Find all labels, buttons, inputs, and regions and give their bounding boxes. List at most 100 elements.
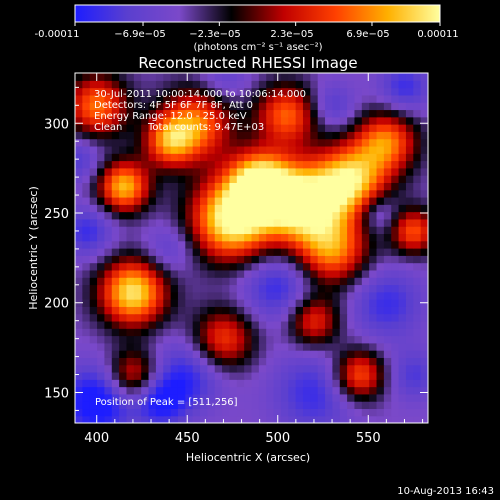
heatmap-cell: [361, 131, 370, 140]
heatmap-cell: [229, 240, 238, 249]
heatmap-cell: [207, 204, 216, 213]
heatmap-cell: [192, 393, 201, 402]
heatmap-cell: [420, 233, 428, 242]
heatmap-cell: [97, 291, 106, 300]
heatmap-cell: [82, 182, 91, 191]
heatmap-cell: [332, 313, 341, 322]
heatmap-cell: [185, 277, 194, 286]
heatmap-cell: [332, 328, 341, 337]
heatmap-cell: [317, 306, 326, 315]
heatmap-cell: [288, 379, 297, 388]
heatmap-cell: [302, 167, 311, 176]
heatmap-cell: [376, 102, 385, 111]
heatmap-cell: [89, 291, 98, 300]
heatmap-cell: [119, 255, 128, 264]
heatmap-cell: [192, 284, 201, 293]
heatmap-cell: [273, 226, 282, 235]
heatmap-cell: [244, 218, 253, 227]
heatmap-cell: [185, 145, 194, 154]
heatmap-cell: [244, 401, 253, 410]
heatmap-cell: [229, 109, 238, 118]
heatmap-cell: [170, 342, 179, 351]
heatmap-cell: [119, 145, 128, 154]
heatmap-cell: [413, 124, 422, 132]
heatmap-cell: [258, 124, 267, 132]
heatmap-cell: [104, 160, 113, 169]
heatmap-cell: [354, 415, 363, 423]
heatmap-cell: [317, 328, 326, 337]
heatmap-cell: [126, 211, 135, 220]
heatmap-cell: [104, 233, 113, 242]
heatmap-cell: [89, 167, 98, 176]
heatmap-cell: [229, 401, 238, 410]
heatmap-cell: [97, 102, 106, 111]
colorbar-unit-label: (photons cm⁻² s⁻¹ asec⁻²): [193, 42, 322, 53]
heatmap-cell: [325, 189, 333, 198]
heatmap-cell: [82, 102, 91, 111]
heatmap-cell: [295, 226, 304, 235]
heatmap-cell: [192, 182, 201, 191]
heatmap-cell: [236, 401, 245, 410]
heatmap-cell: [391, 320, 400, 329]
heatmap-cell: [141, 167, 150, 176]
heatmap-cell: [185, 371, 194, 380]
heatmap-cell: [273, 284, 282, 293]
heatmap-cell: [236, 277, 245, 286]
heatmap-cell: [148, 364, 157, 373]
heatmap-cell: [332, 138, 341, 147]
heatmap-cell: [266, 269, 275, 278]
heatmap-cell: [369, 211, 378, 220]
heatmap-cell: [369, 320, 378, 329]
heatmap-cell: [148, 131, 157, 140]
heatmap-cell: [207, 153, 216, 162]
heatmap-cell: [391, 138, 400, 147]
heatmap-cell: [133, 284, 142, 293]
heatmap-cell: [317, 386, 326, 395]
heatmap-cell: [354, 240, 363, 249]
heatmap-cell: [325, 211, 333, 220]
heatmap-cell: [119, 131, 128, 140]
heatmap-cell: [280, 109, 289, 118]
heatmap-cell: [111, 415, 120, 423]
heatmap-cell: [273, 145, 282, 154]
heatmap-cell: [398, 364, 407, 373]
heatmap-cell: [185, 109, 194, 118]
heatmap-cell: [155, 87, 164, 96]
heatmap-cell: [347, 226, 356, 235]
heatmap-cell: [163, 350, 172, 358]
heatmap-cell: [420, 109, 428, 118]
heatmap-cell: [361, 167, 370, 176]
heatmap-cell: [413, 342, 422, 351]
heatmap-cell: [258, 335, 267, 344]
heatmap-cell: [192, 248, 201, 256]
heatmap-cell: [258, 284, 267, 293]
heatmap-cell: [236, 153, 245, 162]
heatmap-cell: [82, 87, 91, 96]
heatmap-cell: [163, 408, 172, 417]
heatmap-cell: [266, 320, 275, 329]
heatmap-cell: [317, 335, 326, 344]
heatmap-cell: [236, 73, 245, 81]
heatmap-cell: [192, 175, 201, 183]
heatmap-cell: [155, 160, 164, 169]
heatmap-cell: [332, 364, 341, 373]
heatmap-cell: [185, 102, 194, 111]
heatmap-cell: [207, 371, 216, 380]
heatmap-cell: [185, 175, 194, 183]
heatmap-cell: [155, 204, 164, 213]
heatmap-cell: [148, 138, 157, 147]
heatmap-cell: [119, 189, 128, 198]
heatmap-cell: [280, 153, 289, 162]
heatmap-cell: [354, 342, 363, 351]
heatmap-cell: [97, 248, 106, 256]
heatmap-cell: [273, 306, 282, 315]
heatmap-cell: [280, 87, 289, 96]
heatmap-cell: [104, 189, 113, 198]
heatmap-cell: [295, 240, 304, 249]
heatmap-cell: [177, 153, 186, 162]
heatmap-cell: [163, 87, 172, 96]
heatmap-cell: [126, 102, 135, 111]
heatmap-cell: [413, 87, 422, 96]
heatmap-cell: [347, 262, 356, 271]
heatmap-cell: [75, 240, 83, 249]
